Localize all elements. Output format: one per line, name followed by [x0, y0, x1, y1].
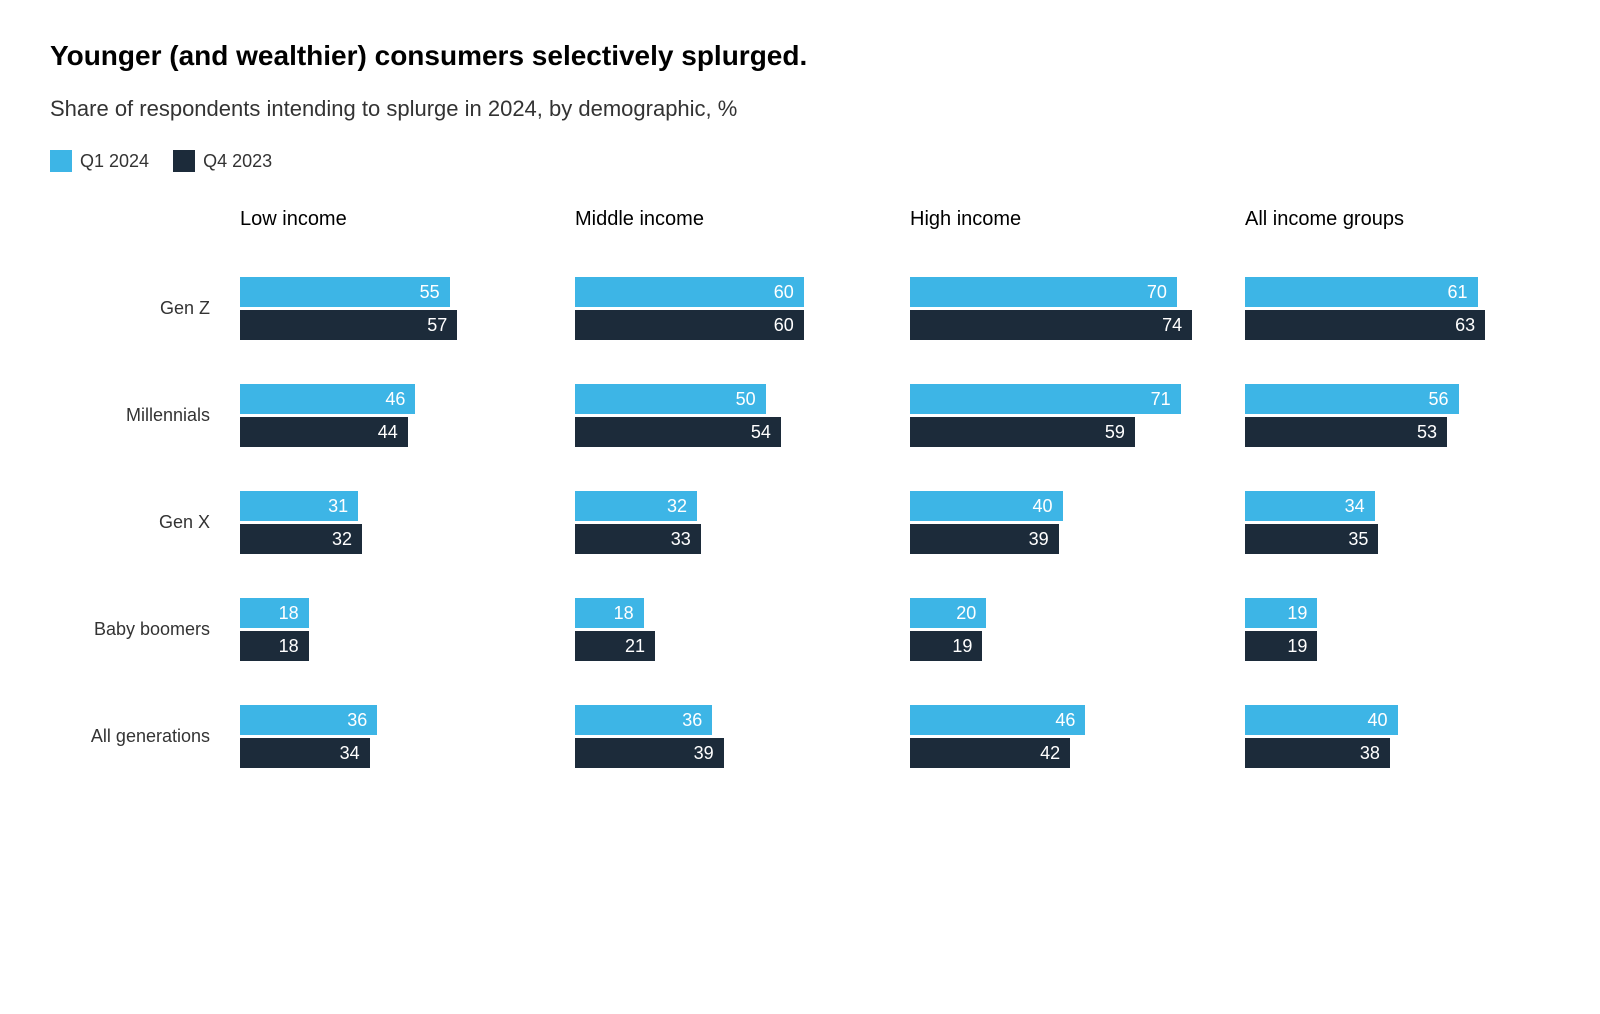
bar-cell: 6060 — [575, 255, 880, 362]
row-label: Gen Z — [50, 255, 210, 362]
bar-series1: 50 — [575, 384, 766, 414]
legend-swatch-series1 — [50, 150, 72, 172]
bar-series2: 42 — [910, 738, 1070, 768]
bar-series2: 63 — [1245, 310, 1485, 340]
bar-series2: 34 — [240, 738, 370, 768]
column-header: Low income — [240, 208, 545, 255]
bar-cell: 5054 — [575, 362, 880, 469]
column-header: Middle income — [575, 208, 880, 255]
bar-series2: 18 — [240, 631, 309, 661]
bar-series2: 60 — [575, 310, 804, 340]
chart-subtitle: Share of respondents intending to splurg… — [50, 96, 1550, 122]
bar-series1: 32 — [575, 491, 697, 521]
bar-series2: 57 — [240, 310, 457, 340]
bar-series1: 56 — [1245, 384, 1459, 414]
bar-series1: 61 — [1245, 277, 1478, 307]
bar-series1: 36 — [575, 705, 712, 735]
bar-cell: 4642 — [910, 683, 1215, 790]
bar-series1: 18 — [240, 598, 309, 628]
bar-series2: 19 — [1245, 631, 1317, 661]
legend-swatch-series2 — [173, 150, 195, 172]
legend-item-q4-2023: Q4 2023 — [173, 150, 272, 172]
row-label: Baby boomers — [50, 576, 210, 683]
bar-cell: 5653 — [1245, 362, 1550, 469]
bar-series1: 70 — [910, 277, 1177, 307]
row-label: Gen X — [50, 469, 210, 576]
bar-series1: 18 — [575, 598, 644, 628]
bar-cell: 7159 — [910, 362, 1215, 469]
bar-series2: 54 — [575, 417, 781, 447]
bar-cell: 7074 — [910, 255, 1215, 362]
bar-series2: 38 — [1245, 738, 1390, 768]
bar-series1: 31 — [240, 491, 358, 521]
legend-label-series1: Q1 2024 — [80, 151, 149, 172]
bar-series1: 20 — [910, 598, 986, 628]
bar-series1: 46 — [910, 705, 1085, 735]
bar-cell: 4038 — [1245, 683, 1550, 790]
bar-cell: 1818 — [240, 576, 545, 683]
bar-cell: 2019 — [910, 576, 1215, 683]
bar-cell: 3132 — [240, 469, 545, 576]
bar-cell: 5557 — [240, 255, 545, 362]
bar-cell: 6163 — [1245, 255, 1550, 362]
bar-series1: 55 — [240, 277, 450, 307]
bar-series2: 19 — [910, 631, 982, 661]
bar-series1: 71 — [910, 384, 1181, 414]
row-label: Millennials — [50, 362, 210, 469]
bar-series2: 74 — [910, 310, 1192, 340]
bar-series1: 40 — [910, 491, 1063, 521]
column-header: All income groups — [1245, 208, 1550, 255]
bar-series2: 39 — [575, 738, 724, 768]
bar-series1: 36 — [240, 705, 377, 735]
bar-series2: 32 — [240, 524, 362, 554]
bar-cell: 3639 — [575, 683, 880, 790]
bar-cell: 3435 — [1245, 469, 1550, 576]
bar-series1: 40 — [1245, 705, 1398, 735]
bar-series2: 44 — [240, 417, 408, 447]
bar-cell: 3233 — [575, 469, 880, 576]
bar-cell: 1919 — [1245, 576, 1550, 683]
legend: Q1 2024 Q4 2023 — [50, 150, 1550, 172]
bar-cell: 4039 — [910, 469, 1215, 576]
bar-cell: 1821 — [575, 576, 880, 683]
bar-cell: 3634 — [240, 683, 545, 790]
legend-item-q1-2024: Q1 2024 — [50, 150, 149, 172]
bar-series1: 46 — [240, 384, 415, 414]
legend-label-series2: Q4 2023 — [203, 151, 272, 172]
chart-grid: Low income Middle income High income All… — [50, 208, 1550, 790]
bar-series1: 34 — [1245, 491, 1375, 521]
column-header: High income — [910, 208, 1215, 255]
bar-cell: 4644 — [240, 362, 545, 469]
bar-series1: 19 — [1245, 598, 1317, 628]
bar-series2: 35 — [1245, 524, 1378, 554]
bar-series2: 39 — [910, 524, 1059, 554]
bar-series2: 33 — [575, 524, 701, 554]
bar-series2: 21 — [575, 631, 655, 661]
row-label: All generations — [50, 683, 210, 790]
bar-series2: 53 — [1245, 417, 1447, 447]
bar-series2: 59 — [910, 417, 1135, 447]
chart-title: Younger (and wealthier) consumers select… — [50, 40, 1550, 72]
bar-series1: 60 — [575, 277, 804, 307]
